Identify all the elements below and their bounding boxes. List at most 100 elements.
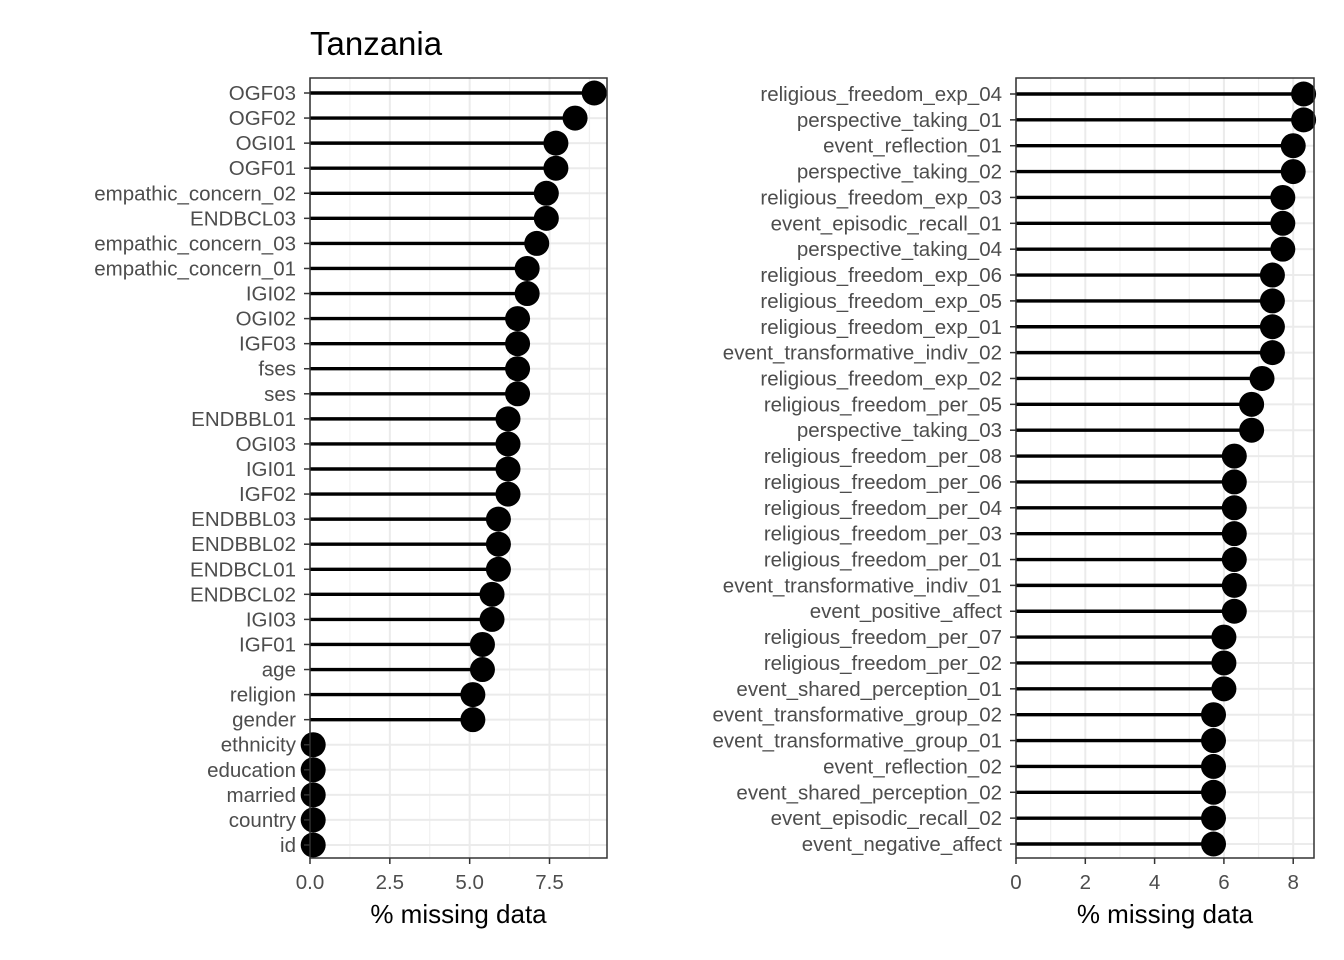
data-point [1221,598,1247,624]
y-tick-label: religious_freedom_per_05 [764,393,1002,416]
y-tick-label: fses [258,358,296,381]
y-tick-label: ENDBCL01 [190,558,296,581]
y-tick-label: religion [230,684,296,707]
data-point [485,556,511,582]
y-tick-label: religious_freedom_per_08 [764,445,1002,468]
data-point [533,205,559,231]
data-point [533,180,559,206]
x-tick-label: 5.0 [455,871,484,894]
y-tick-label: religious_freedom_per_01 [764,549,1002,572]
data-point [562,105,588,131]
y-tick-label: ENDBCL02 [190,583,296,606]
x-tick-label: 6 [1218,871,1229,894]
data-point [1211,650,1237,676]
y-tick-label: IGF02 [239,483,296,506]
data-point [1211,624,1237,650]
data-point [1259,340,1285,366]
data-point [543,155,569,181]
y-tick-label: education [207,759,296,782]
data-point [1259,288,1285,314]
y-tick-label: religious_freedom_per_03 [764,523,1002,546]
data-point [505,306,531,332]
y-tick-label: religious_freedom_exp_06 [760,264,1002,287]
y-tick-label: event_episodic_recall_01 [771,212,1002,235]
data-point [479,581,505,607]
data-point [300,732,326,758]
data-point [495,456,521,482]
data-point [1249,365,1275,391]
data-point [1239,391,1265,417]
y-tick-label: religious_freedom_per_06 [764,471,1002,494]
y-tick-label: religious_freedom_exp_04 [760,83,1002,106]
y-tick-label: religious_freedom_exp_03 [760,186,1002,209]
y-tick-label: ENDBBL03 [191,508,296,531]
y-tick-label: religious_freedom_per_07 [764,626,1002,649]
data-point [1270,184,1296,210]
panel-left: OGF03OGF02OGI01OGF01empathic_concern_02E… [94,77,608,894]
data-point [543,130,569,156]
data-point [300,782,326,808]
data-point [1201,753,1227,779]
y-tick-label: empathic_concern_02 [94,182,296,205]
y-tick-label: empathic_concern_01 [94,257,296,280]
data-point [1201,779,1227,805]
y-tick-label: event_transformative_indiv_02 [723,342,1002,365]
y-tick-label: religious_freedom_exp_05 [760,290,1002,313]
data-point [1201,831,1227,857]
panel-border [1015,77,1315,859]
data-point [485,506,511,532]
x-tick-label: 7.5 [535,871,564,894]
data-point [1270,210,1296,236]
data-point [1280,159,1306,185]
y-tick-label: event_shared_perception_02 [736,781,1002,804]
x-tick-label: 2 [1080,871,1091,894]
x-tick-label: 4 [1149,871,1160,894]
y-tick-label: id [280,834,296,857]
data-point [1291,107,1317,133]
y-tick-label: religious_freedom_exp_02 [760,367,1002,390]
data-point [1221,521,1247,547]
y-tick-label: religious_freedom_per_02 [764,652,1002,675]
y-tick-label: ENDBCL03 [190,207,296,230]
y-tick-label: ses [264,383,296,406]
y-tick-label: perspective_taking_03 [797,419,1002,442]
y-tick-label: OGF02 [229,107,296,130]
x-tick-label: 0.0 [296,871,325,894]
y-tick-label: perspective_taking_04 [797,238,1002,261]
data-point [1201,702,1227,728]
y-tick-label: event_episodic_recall_02 [771,807,1002,830]
data-point [1291,81,1317,107]
data-point [300,757,326,783]
y-tick-label: IGI02 [246,283,296,306]
y-tick-label: perspective_taking_02 [797,161,1002,184]
y-tick-label: OGF03 [229,82,296,105]
data-point [505,331,531,357]
y-tick-label: event_reflection_02 [823,755,1002,778]
data-point [1221,495,1247,521]
data-point [1221,469,1247,495]
y-tick-label: event_transformative_group_02 [713,704,1002,727]
y-tick-label: IGF03 [239,333,296,356]
x-tick-label: 2.5 [376,871,405,894]
data-point [514,255,540,281]
y-tick-label: gender [232,709,296,732]
y-tick-label: empathic_concern_03 [94,232,296,255]
data-point [495,431,521,457]
plot-title: Tanzania [310,25,443,62]
x-tick-label: 8 [1288,871,1299,894]
data-point [460,707,486,733]
data-point [469,657,495,683]
y-tick-label: OGI02 [236,308,296,331]
data-point [1221,443,1247,469]
data-point [1221,547,1247,573]
data-point [1221,572,1247,598]
x-tick-label: 0 [1010,871,1021,894]
data-point [300,832,326,858]
data-point [1280,133,1306,159]
panel-border [309,77,608,859]
y-tick-label: OGF01 [229,157,296,180]
data-point [495,406,521,432]
y-tick-label: OGI01 [236,132,296,155]
data-point [485,531,511,557]
